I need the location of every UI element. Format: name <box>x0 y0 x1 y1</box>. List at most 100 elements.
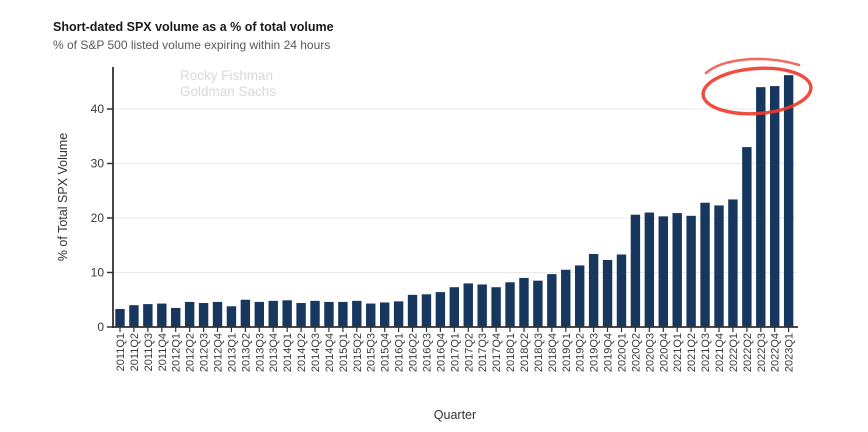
x-tick-label: 2020Q3 <box>644 333 656 372</box>
bar-2017Q2 <box>463 283 473 327</box>
x-tick-label: 2011Q1 <box>115 333 127 371</box>
bar-2019Q4 <box>602 259 613 327</box>
bar-2022Q1 <box>728 199 738 327</box>
x-tick-label: 2011Q2 <box>129 333 141 371</box>
x-tick-label: 2022Q2 <box>742 333 754 372</box>
x-tick-label: 2012Q3 <box>199 333 211 372</box>
x-tick-label: 2016Q3 <box>422 333 434 372</box>
bar-2017Q1 <box>449 287 460 327</box>
x-tick-label: 2015Q2 <box>352 333 364 372</box>
bar-2012Q4 <box>212 301 223 327</box>
bar-2018Q2 <box>519 277 529 327</box>
bar-2013Q4 <box>268 300 278 327</box>
bar-2014Q1 <box>282 300 292 327</box>
bar-2018Q1 <box>505 282 515 327</box>
watermark-line-2: Goldman Sachs <box>180 84 276 99</box>
bar-2011Q4 <box>157 303 167 327</box>
bar-2022Q4 <box>770 86 780 327</box>
x-tick-label: 2019Q2 <box>575 333 587 372</box>
bar-2020Q1 <box>616 254 627 327</box>
x-tick-label: 2018Q1 <box>505 333 517 372</box>
x-tick-label: 2014Q3 <box>310 333 322 372</box>
x-tick-label: 2022Q4 <box>770 333 782 372</box>
bar-2011Q2 <box>129 305 139 327</box>
x-tick-label: 2019Q4 <box>603 333 615 372</box>
bar-2023Q1 <box>783 75 794 328</box>
x-tick-label: 2017Q2 <box>463 333 475 372</box>
x-tick-label: 2013Q4 <box>268 333 280 372</box>
x-tick-label: 2020Q4 <box>658 333 670 372</box>
bar-2015Q2 <box>352 300 362 327</box>
x-tick-label: 2021Q1 <box>672 333 684 372</box>
bar-2020Q4 <box>658 216 668 327</box>
red-ellipse-tail <box>704 57 801 75</box>
bar-2021Q2 <box>686 215 696 327</box>
bar-2017Q4 <box>491 287 501 327</box>
x-tick-label: 2020Q2 <box>630 333 642 372</box>
bar-2013Q3 <box>254 301 264 327</box>
bar-2012Q1 <box>171 307 181 327</box>
bar-2014Q3 <box>310 300 320 327</box>
bar-2015Q1 <box>338 301 348 327</box>
y-tick-label: 10 <box>91 266 105 280</box>
x-tick-label: 2018Q3 <box>533 333 545 372</box>
chart-title: Short-dated SPX volume as a % of total v… <box>53 20 334 34</box>
bar-2016Q1 <box>393 301 404 327</box>
y-tick-label: 40 <box>91 102 105 116</box>
bars-layer <box>115 75 794 328</box>
bar-2019Q1 <box>561 269 571 327</box>
y-tick-label: 0 <box>97 320 104 334</box>
bar-2021Q3 <box>700 202 710 327</box>
x-tick-label: 2015Q4 <box>380 333 392 372</box>
x-tick-label: 2022Q3 <box>756 333 768 372</box>
x-tick-label: 2018Q4 <box>547 333 559 372</box>
y-axis-title: % of Total SPX Volume <box>56 133 70 261</box>
bar-2019Q2 <box>574 265 585 327</box>
bar-2016Q3 <box>421 294 432 327</box>
x-tick-label: 2013Q1 <box>226 333 238 372</box>
annotation-circle <box>701 57 813 116</box>
x-tick-label: 2012Q2 <box>185 333 197 372</box>
bar-2011Q3 <box>143 304 153 327</box>
bar-2018Q3 <box>533 280 543 327</box>
x-tick-label: 2014Q2 <box>296 333 308 372</box>
bar-2021Q4 <box>714 205 724 327</box>
x-tick-label: 2016Q4 <box>435 333 447 372</box>
y-tick-label: 20 <box>91 211 105 225</box>
bar-2022Q3 <box>756 87 766 327</box>
bar-2021Q1 <box>672 213 682 327</box>
x-tick-label: 2012Q4 <box>213 333 225 372</box>
bar-2013Q1 <box>226 306 237 327</box>
x-tick-label: 2018Q2 <box>519 333 531 372</box>
x-tick-label: 2017Q1 <box>449 333 461 372</box>
bar-2016Q4 <box>435 292 446 327</box>
bar-2014Q4 <box>324 301 334 327</box>
bar-2016Q2 <box>407 294 418 327</box>
x-tick-label: 2013Q3 <box>254 333 266 372</box>
bar-2012Q2 <box>184 301 195 327</box>
x-tick-label: 2015Q3 <box>366 333 378 372</box>
x-tick-label: 2017Q3 <box>477 333 489 372</box>
red-ellipse <box>701 66 813 116</box>
x-tick-label: 2011Q3 <box>143 333 155 371</box>
x-tick-label: 2016Q2 <box>408 333 420 372</box>
x-tick-label: 2011Q4 <box>157 333 169 371</box>
x-tick-label: 2014Q1 <box>282 333 294 372</box>
x-tick-label: 2013Q2 <box>240 333 252 372</box>
chart-subtitle: % of S&P 500 listed volume expiring with… <box>53 38 331 52</box>
bar-2015Q3 <box>366 303 376 327</box>
x-tick-label: 2014Q4 <box>324 333 336 372</box>
x-tick-label: 2021Q2 <box>686 333 698 372</box>
x-tick-label: 2020Q1 <box>617 333 629 372</box>
bar-2013Q2 <box>240 299 251 327</box>
x-tick-label: 2017Q4 <box>491 333 503 372</box>
x-tick-label: 2012Q1 <box>171 333 183 372</box>
x-tick-label: 2021Q3 <box>700 333 712 372</box>
bar-2019Q3 <box>588 253 599 327</box>
bar-2017Q3 <box>477 284 487 327</box>
bar-2011Q1 <box>115 309 125 327</box>
bar-2012Q3 <box>198 303 209 327</box>
